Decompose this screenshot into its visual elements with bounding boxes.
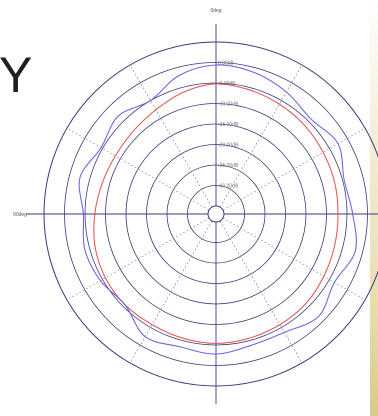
grid-spoke (66, 127, 210, 211)
grid-spoke (222, 127, 366, 211)
radial-label: -25.00dB (218, 163, 239, 169)
grid-spoke (129, 220, 213, 364)
angle-label: 0deg (210, 8, 221, 14)
grid-spoke (66, 217, 210, 301)
series-lines (78, 64, 357, 355)
grid-spoke (219, 220, 303, 364)
series-line-1 (93, 83, 339, 344)
right-edge-decoration (370, 0, 378, 416)
radial-label: -20.00dB (218, 143, 239, 149)
radial-label: -30.00dB (218, 184, 239, 190)
angle-label: 90deg (13, 212, 27, 218)
grid-spoke (129, 64, 213, 208)
polar-grid (26, 24, 378, 404)
center-hole (207, 205, 225, 223)
radial-labels: 0.00dB-5.00dB-10.00dB-15.00dB-20.00dB-25… (218, 61, 239, 190)
radial-label: -10.00dB (218, 102, 239, 108)
radial-label: 0.00dB (218, 61, 235, 67)
side-letter: Y (0, 47, 33, 103)
series-line-2 (78, 64, 357, 355)
angle-labels: 0deg90deg180deg (13, 8, 222, 218)
radial-label: -15.00dB (218, 122, 239, 128)
grid-spoke (219, 64, 303, 208)
grid-spoke (222, 217, 366, 301)
